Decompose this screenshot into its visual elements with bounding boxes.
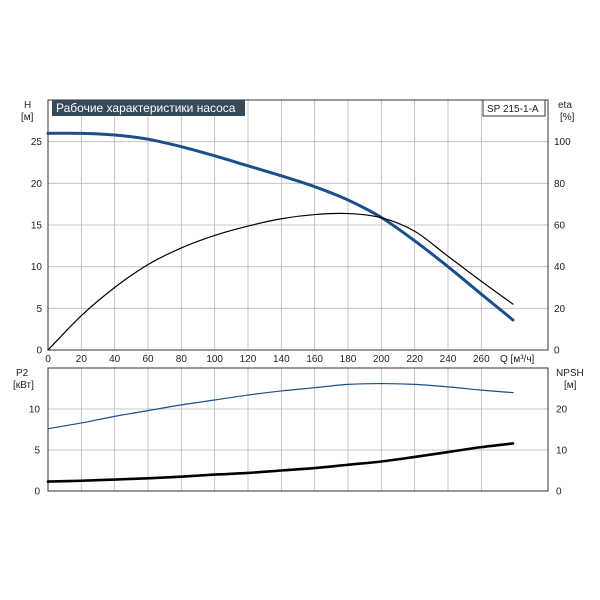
bottom-ticks: 0 5 10 0 10 20 bbox=[29, 405, 568, 498]
x-tick-label: 60 bbox=[142, 354, 154, 365]
bottom-grid bbox=[47, 368, 548, 492]
power-npsh-plot: P2 [кВт] NPSH [м] 0 5 10 0 10 20 bbox=[13, 367, 584, 498]
y-right-unit: [%] bbox=[560, 112, 575, 123]
model-label: SP 215-1-A bbox=[487, 104, 539, 115]
x-tick-label: 140 bbox=[273, 354, 290, 365]
y-left-tick-label: 10 bbox=[31, 262, 43, 273]
y-right-tick-label: 40 bbox=[554, 262, 566, 273]
y-right-tick-label: 60 bbox=[554, 221, 566, 232]
y2-left-tick-label: 0 bbox=[34, 487, 40, 498]
y2-left-tick-label: 5 bbox=[34, 446, 40, 457]
y2-left-unit: [кВт] bbox=[13, 380, 34, 391]
x-tick-label: 180 bbox=[340, 354, 357, 365]
top-grid bbox=[47, 100, 548, 351]
bottom-plot-frame bbox=[47, 367, 549, 492]
y-left-tick-label: 5 bbox=[36, 304, 42, 315]
title-box bbox=[52, 100, 245, 116]
power-curve-line bbox=[47, 382, 514, 430]
x-tick-label: 0 bbox=[45, 354, 51, 365]
y2-right-label: NPSH bbox=[556, 368, 584, 379]
x-tick-label: 260 bbox=[473, 354, 490, 365]
y-left-label: H bbox=[24, 100, 31, 111]
x-axis-label: Q [м³/ч] bbox=[500, 354, 535, 365]
efficiency-curve-line bbox=[47, 212, 514, 351]
y-right-label: eta bbox=[558, 100, 572, 111]
x-tick-label: 40 bbox=[109, 354, 121, 365]
x-tick-label: 160 bbox=[306, 354, 323, 365]
x-tick-label: 80 bbox=[176, 354, 188, 365]
y2-right-tick-label: 20 bbox=[556, 405, 568, 416]
x-tick-label: 20 bbox=[76, 354, 88, 365]
y2-right-tick-label: 0 bbox=[556, 487, 562, 498]
model-label-box bbox=[482, 99, 546, 117]
y2-left-tick-label: 10 bbox=[29, 405, 41, 416]
x-tick-label: 100 bbox=[206, 354, 223, 365]
npsh-curve-line bbox=[46, 442, 515, 483]
y-right-tick-label: 80 bbox=[554, 179, 566, 190]
y2-left-label: P2 bbox=[16, 368, 29, 379]
y-right-tick-label: 0 bbox=[554, 346, 560, 357]
y-left-tick-label: 0 bbox=[36, 346, 42, 357]
x-tick-label: 200 bbox=[373, 354, 390, 365]
x-tick-label: 240 bbox=[440, 354, 457, 365]
y-right-tick-label: 20 bbox=[554, 304, 566, 315]
y-left-tick-label: 25 bbox=[31, 137, 43, 148]
top-ticks: 0 20 40 60 80 100 120 140 160 180 200 220 240 2600510… bbox=[31, 137, 571, 365]
head-curve-line bbox=[46, 131, 515, 322]
y2-right-tick-label: 10 bbox=[556, 446, 568, 457]
top-plot-frame bbox=[47, 99, 549, 351]
chart-title: Рабочие характеристики насоса bbox=[56, 101, 236, 115]
top-series bbox=[46, 131, 515, 351]
y-left-unit: [м] bbox=[21, 112, 34, 123]
x-tick-label: 220 bbox=[406, 354, 423, 365]
x-tick-label: 120 bbox=[240, 354, 257, 365]
head-efficiency-plot: Рабочие характеристики насоса SP 215-1-A… bbox=[21, 99, 575, 365]
y2-right-unit: [м] bbox=[564, 380, 577, 391]
y-left-tick-label: 15 bbox=[31, 221, 43, 232]
bottom-series bbox=[46, 382, 515, 483]
y-right-tick-label: 100 bbox=[554, 137, 571, 148]
y-left-tick-label: 20 bbox=[31, 179, 43, 190]
